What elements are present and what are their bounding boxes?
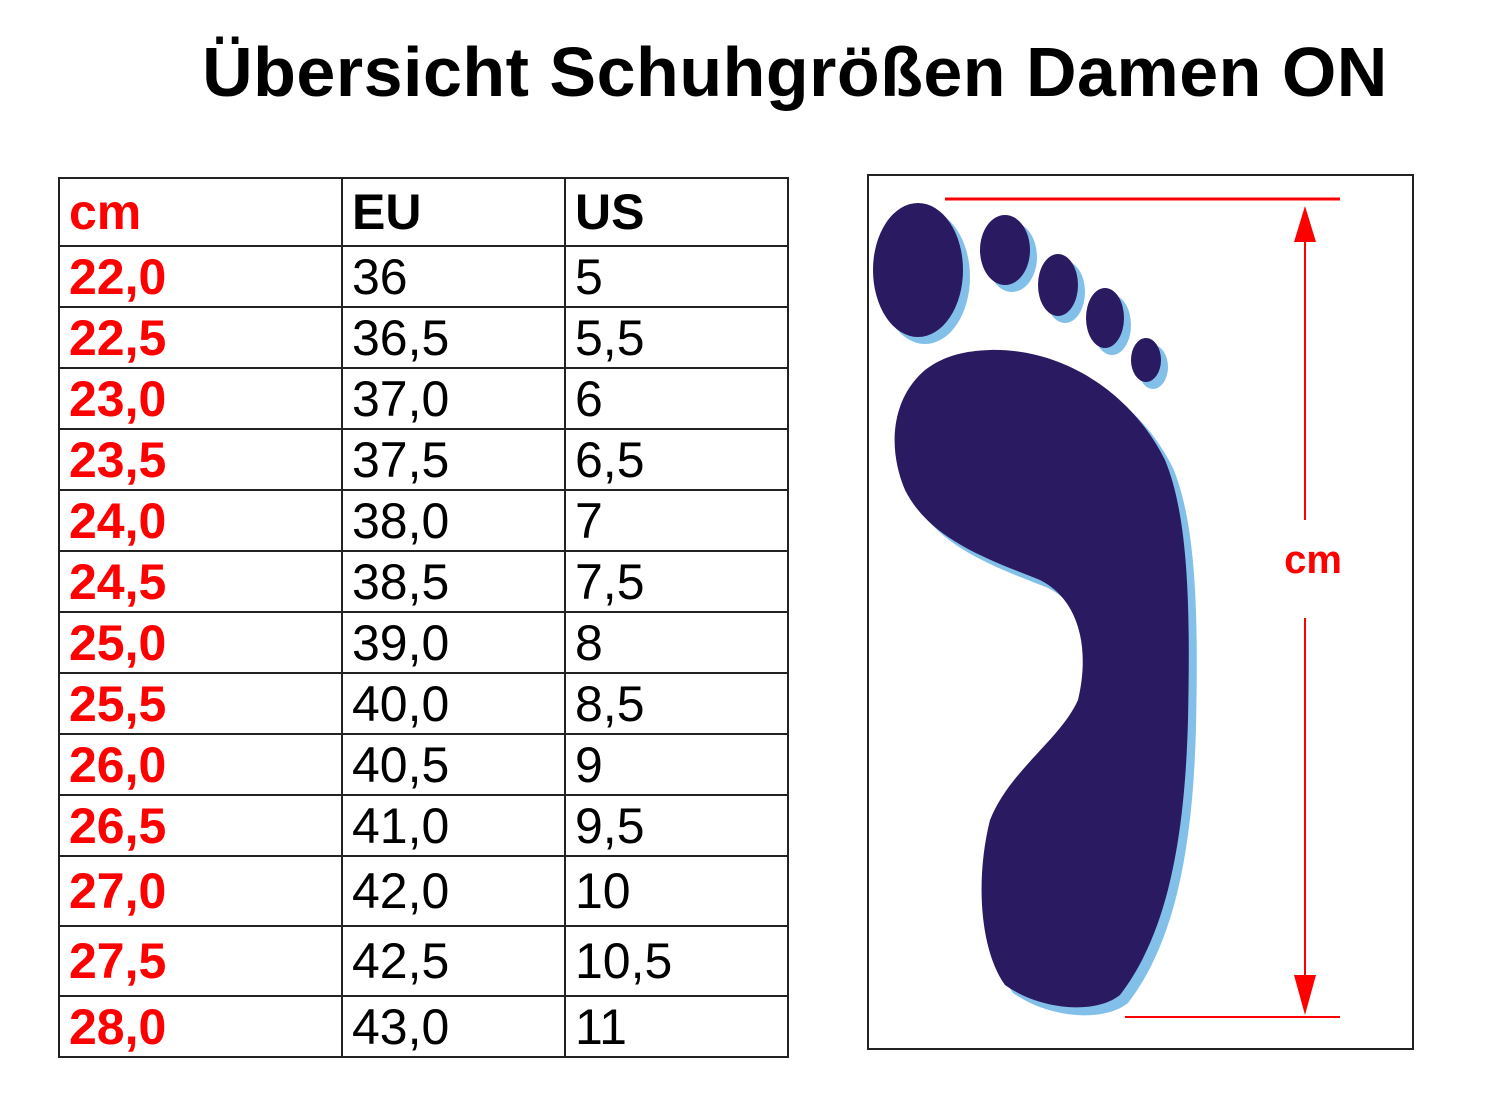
cell-us: 6,5 — [564, 428, 789, 491]
cell-eu: 43,0 — [341, 995, 566, 1058]
table-row: 24,0 38,0 7 — [58, 489, 789, 552]
cell-eu: 37,5 — [341, 428, 566, 491]
toe-5 — [1131, 338, 1161, 382]
cell-cm: 26,0 — [58, 733, 343, 796]
cell-eu: 42,0 — [341, 855, 566, 927]
cell-us: 8,5 — [564, 672, 789, 735]
table-row: 27,0 42,0 10 — [58, 855, 789, 927]
cell-cm: 26,5 — [58, 794, 343, 857]
table-row: 22,0 36 5 — [58, 245, 789, 308]
cell-eu: 36 — [341, 245, 566, 308]
cell-us: 7 — [564, 489, 789, 552]
cell-cm: 27,5 — [58, 925, 343, 997]
header-us: US — [564, 177, 789, 247]
table-row: 26,5 41,0 9,5 — [58, 794, 789, 857]
cell-us: 5,5 — [564, 306, 789, 369]
cell-us: 5 — [564, 245, 789, 308]
measure-label: cm — [1284, 538, 1342, 582]
table-row: 24,5 38,5 7,5 — [58, 550, 789, 613]
cell-us: 8 — [564, 611, 789, 674]
cell-us: 10 — [564, 855, 789, 927]
cell-cm: 22,0 — [58, 245, 343, 308]
cell-us: 7,5 — [564, 550, 789, 613]
table-row: 25,0 39,0 8 — [58, 611, 789, 674]
cell-cm: 25,5 — [58, 672, 343, 735]
cell-eu: 36,5 — [341, 306, 566, 369]
table-row: 26,0 40,5 9 — [58, 733, 789, 796]
table-row: 27,5 42,5 10,5 — [58, 925, 789, 997]
cell-us: 9 — [564, 733, 789, 796]
toe-4 — [1086, 288, 1124, 348]
table-row: 23,0 37,0 6 — [58, 367, 789, 430]
cell-cm: 22,5 — [58, 306, 343, 369]
cell-eu: 38,0 — [341, 489, 566, 552]
cell-eu: 39,0 — [341, 611, 566, 674]
toe-2 — [980, 215, 1030, 285]
arrow-down-icon — [1294, 975, 1316, 1015]
foot-measure-diagram — [867, 174, 1414, 1050]
cell-eu: 40,5 — [341, 733, 566, 796]
big-toe — [873, 203, 963, 337]
cell-cm: 24,0 — [58, 489, 343, 552]
size-table-body: cm EU US 22,0 36 5 22,5 36,5 5,5 23,0 37,0 6 23,5… — [58, 177, 789, 1058]
cell-eu: 37,0 — [341, 367, 566, 430]
cell-us: 10,5 — [564, 925, 789, 997]
length-measure: cm — [945, 197, 1342, 1018]
table-row: 28,0 43,0 11 — [58, 995, 789, 1058]
cell-us: 11 — [564, 995, 789, 1058]
page-title: Übersicht Schuhgrößen Damen ON — [202, 33, 1388, 111]
cell-cm: 23,5 — [58, 428, 343, 491]
cell-cm: 25,0 — [58, 611, 343, 674]
cell-cm: 28,0 — [58, 995, 343, 1058]
table-header-row: cm EU US — [58, 177, 789, 247]
cell-cm: 24,5 — [58, 550, 343, 613]
size-table: cm EU US 22,0 36 5 22,5 36,5 5,5 23,0 37,0 6 23,5… — [58, 177, 789, 1058]
table-row: 23,5 37,5 6,5 — [58, 428, 789, 491]
cell-us: 6 — [564, 367, 789, 430]
toe-3 — [1038, 254, 1078, 316]
table-row: 25,5 40,0 8,5 — [58, 672, 789, 735]
sole — [894, 349, 1189, 1008]
cell-cm: 23,0 — [58, 367, 343, 430]
arrow-up-icon — [1294, 206, 1316, 242]
header-eu: EU — [341, 177, 566, 247]
cell-cm: 27,0 — [58, 855, 343, 927]
header-cm: cm — [58, 177, 343, 247]
cell-eu: 38,5 — [341, 550, 566, 613]
cell-us: 9,5 — [564, 794, 789, 857]
cell-eu: 40,0 — [341, 672, 566, 735]
cell-eu: 42,5 — [341, 925, 566, 997]
foot-sole — [873, 203, 1189, 1008]
cell-eu: 41,0 — [341, 794, 566, 857]
table-row: 22,5 36,5 5,5 — [58, 306, 789, 369]
